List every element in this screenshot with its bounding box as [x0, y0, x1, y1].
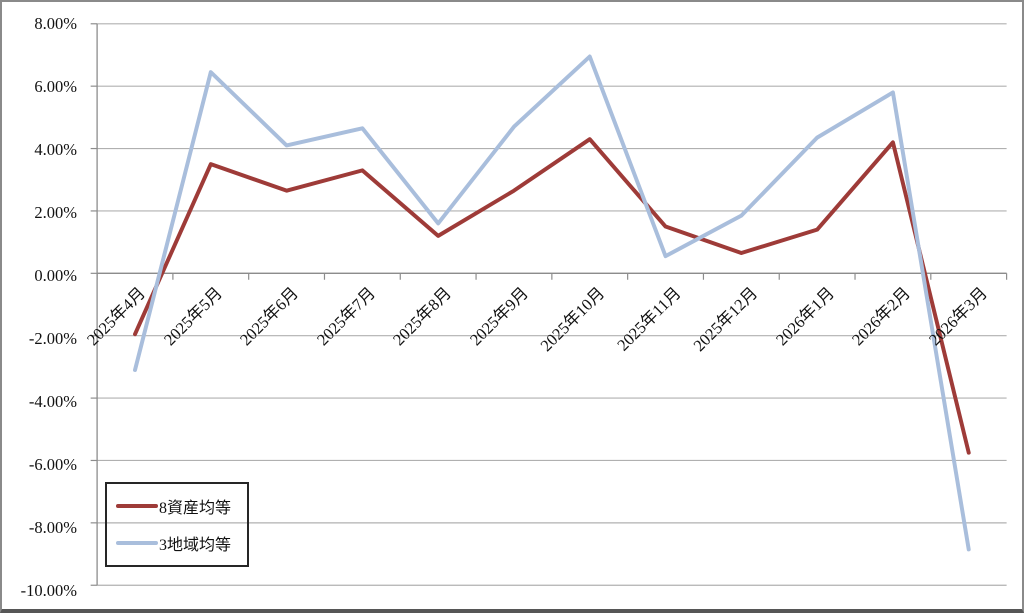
legend-label-series-1: 3地域均等	[159, 536, 232, 554]
chart-legend: 8資産均等 3地域均等	[105, 482, 249, 567]
legend-line-sample-series-1	[116, 540, 158, 545]
series-line-1	[133, 54, 971, 552]
legend-item: 3地域均等	[116, 531, 243, 555]
series-line-0	[133, 137, 971, 455]
legend-item: 8資産均等	[116, 494, 243, 518]
legend-label-series-0: 8資産均等	[159, 500, 232, 518]
legend-line-sample-series-0	[116, 504, 158, 509]
